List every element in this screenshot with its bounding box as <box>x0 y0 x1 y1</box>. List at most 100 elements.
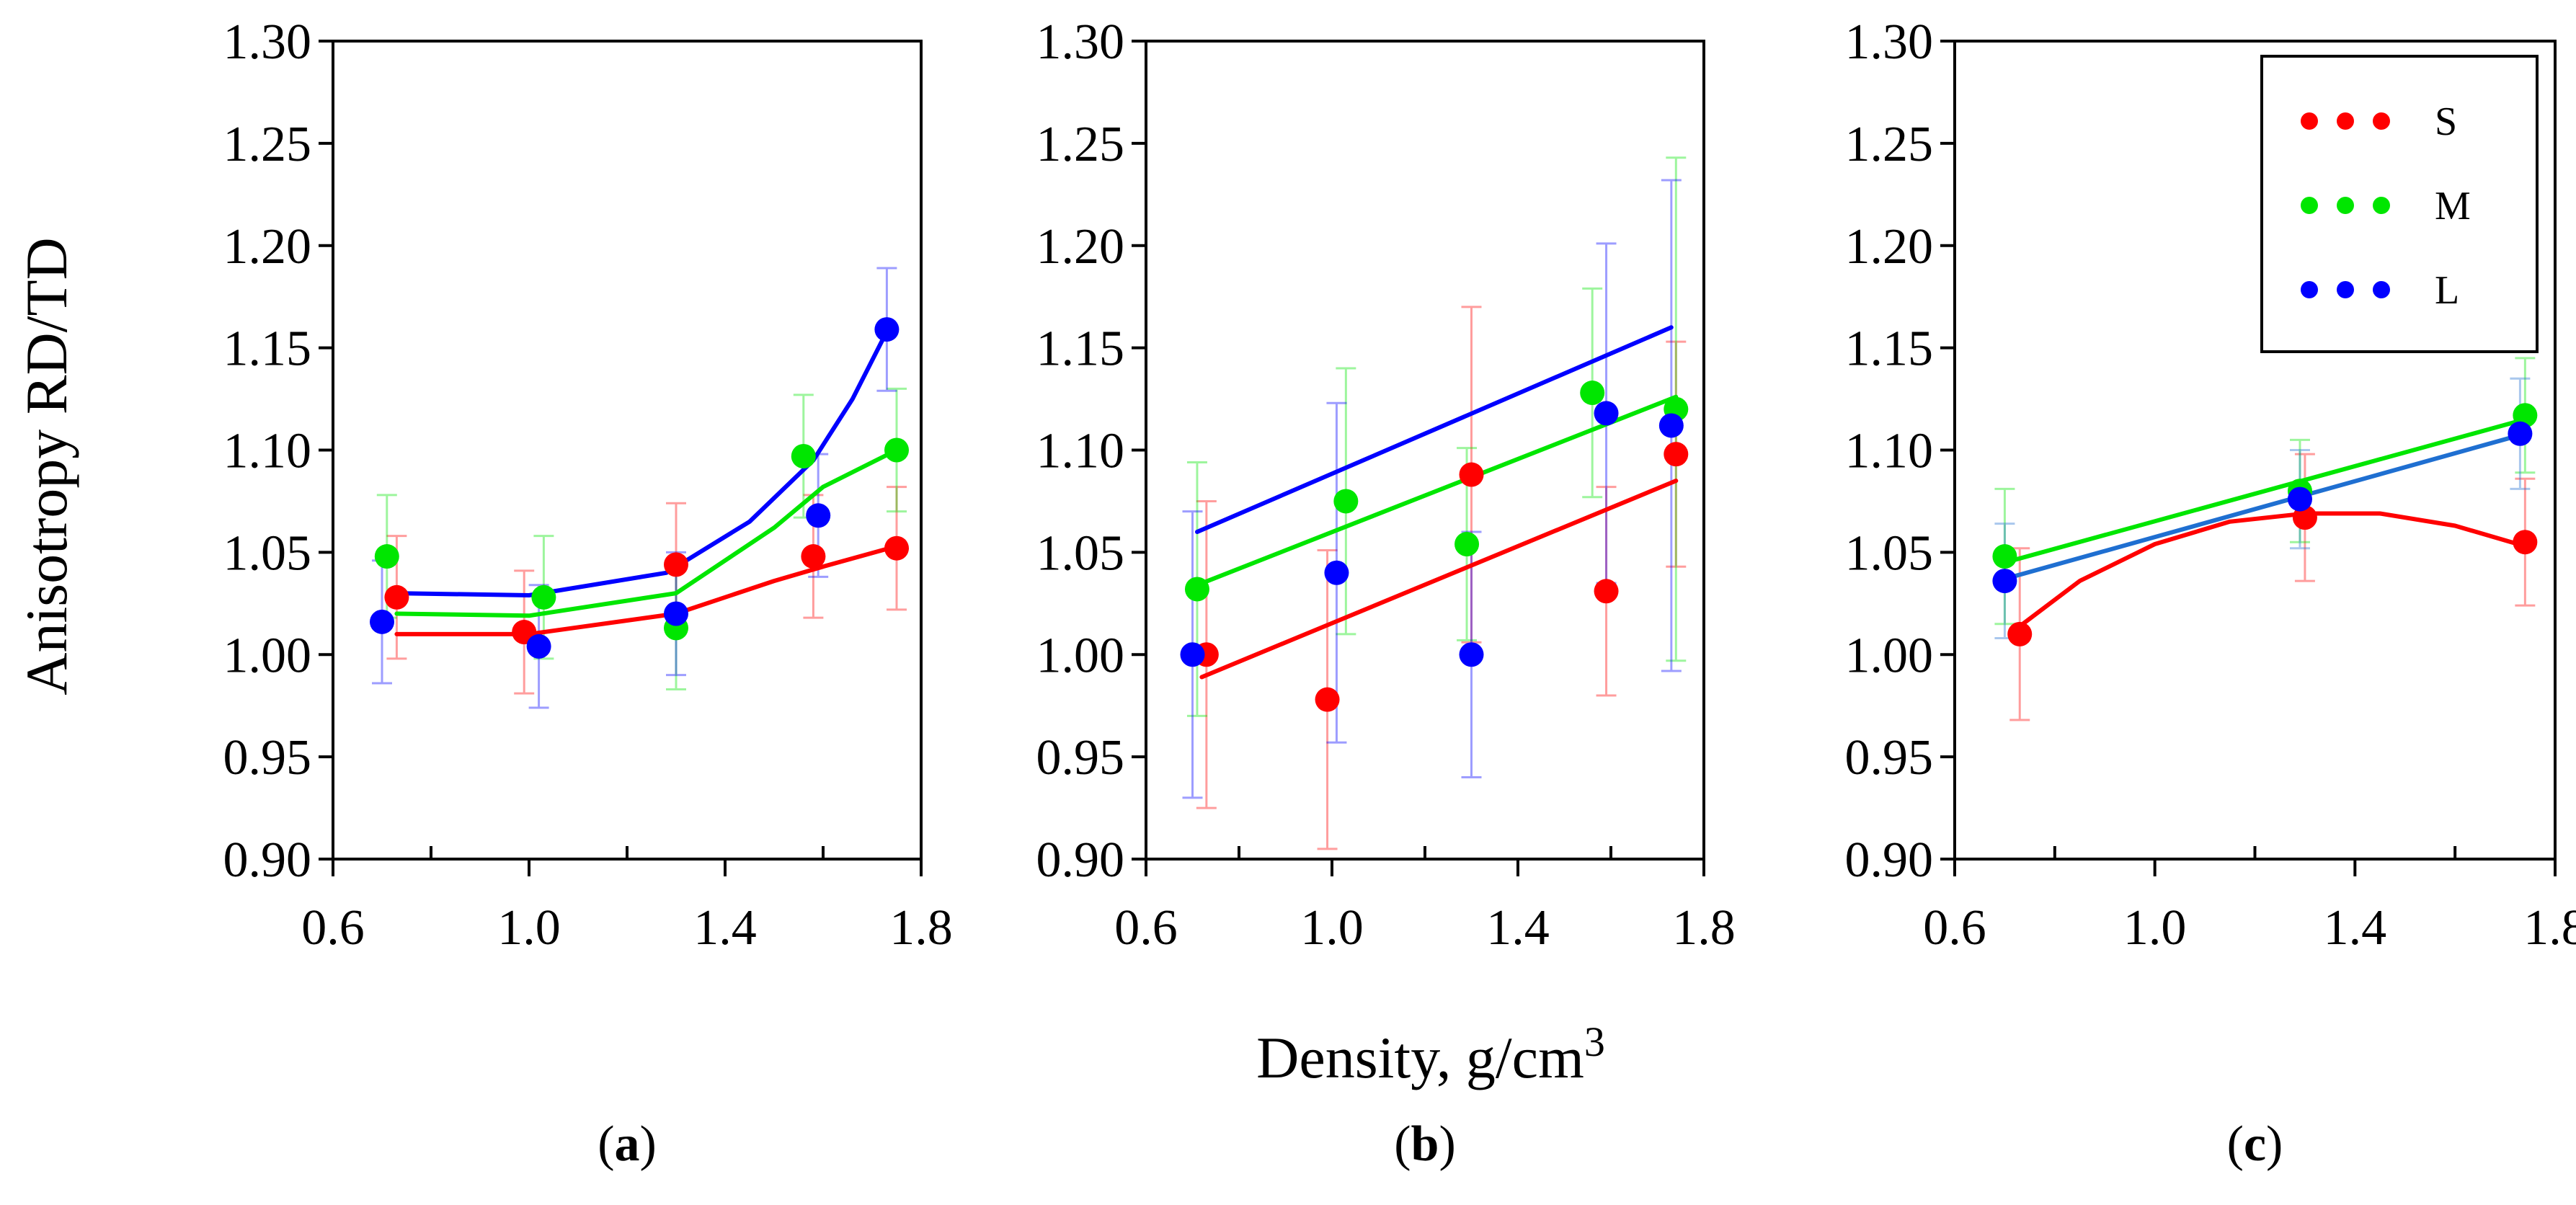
y-tick-label: 1.25 <box>1845 117 1934 172</box>
y-tick-label: 1.25 <box>223 117 312 172</box>
legend-marker-S <box>2337 112 2354 130</box>
y-tick-label: 1.15 <box>1845 321 1934 377</box>
legend-label-M: M <box>2435 184 2471 228</box>
y-tick-label: 1.00 <box>1845 628 1934 683</box>
data-point-L <box>1658 413 1684 438</box>
y-tick-label: 1.20 <box>1845 219 1934 275</box>
panel-a: 0.90 0.95 1.00 1.05 1.10 1.15 1.20 1.25 1.30 0.6 1… <box>223 14 953 1172</box>
legend-marker-S <box>2301 112 2318 130</box>
legend-label-S: S <box>2435 99 2457 144</box>
fit-line-M <box>2002 417 2528 565</box>
legend-marker-M <box>2373 197 2390 214</box>
data-point-L <box>1324 560 1349 585</box>
y-tick-label: 0.95 <box>1845 730 1934 786</box>
fit-line-L <box>394 329 889 597</box>
y-tick-label: 1.15 <box>1036 321 1125 377</box>
y-tick-label: 1.05 <box>1845 525 1934 581</box>
y-tick-label: 1.00 <box>223 628 312 683</box>
x-tick-label: 1.0 <box>497 900 561 956</box>
x-tick-label: 1.8 <box>889 900 953 956</box>
x-tick-label: 0.6 <box>301 900 365 956</box>
data-point-L <box>370 609 394 634</box>
data-point-S <box>2007 621 2033 646</box>
data-point-S <box>1664 442 1689 467</box>
panel-label: (c) <box>2227 1116 2283 1172</box>
panel-label: (b) <box>1394 1116 1456 1172</box>
x-tick-label: 1.0 <box>2123 900 2187 956</box>
legend-marker-L <box>2373 281 2390 298</box>
data-point-M <box>531 584 556 610</box>
data-point-S <box>1459 462 1484 487</box>
plot-frame <box>332 40 923 861</box>
data-point-M <box>2513 403 2538 428</box>
data-point-L <box>2508 421 2533 446</box>
legend-marker-L <box>2301 281 2318 298</box>
y-tick-label: 1.20 <box>223 219 312 275</box>
x-tick-label: 0.6 <box>1923 900 1986 956</box>
panel-b: 0.90 0.95 1.00 1.05 1.10 1.15 1.20 1.25 1.30 0.6 1… <box>1036 14 1736 1172</box>
data-point-L <box>874 317 900 342</box>
data-point-L <box>806 503 831 528</box>
data-point-M <box>1333 489 1359 514</box>
y-tick-label: 0.95 <box>1036 730 1125 786</box>
y-tick-label: 1.30 <box>1845 14 1934 70</box>
legend-marker-M <box>2337 197 2354 214</box>
data-point-L <box>664 601 688 626</box>
y-tick-label: 0.90 <box>223 832 312 888</box>
x-tick-label: 1.8 <box>1672 900 1736 956</box>
data-point-M <box>374 544 399 569</box>
x-axis-title: Density, g/cm3 <box>1256 1018 1605 1090</box>
y-tick-label: 1.10 <box>1036 424 1125 479</box>
data-point-S <box>2292 505 2317 530</box>
data-point-M <box>1992 544 2017 569</box>
data-point-S <box>384 584 409 610</box>
x-tick-label: 1.4 <box>2324 900 2387 956</box>
y-tick-label: 0.95 <box>223 730 312 786</box>
data-point-S <box>884 535 909 561</box>
y-tick-label: 1.10 <box>223 424 312 479</box>
y-tick-label: 1.20 <box>1036 219 1125 275</box>
y-tick-label: 0.90 <box>1036 832 1125 888</box>
data-point-L <box>526 633 551 659</box>
x-axis-title-main: Density, g/cm <box>1256 1025 1584 1090</box>
x-tick-label: 1.0 <box>1300 900 1364 956</box>
data-point-M <box>791 444 816 469</box>
data-point-S <box>2513 530 2538 555</box>
y-tick-label: 1.05 <box>1036 525 1125 581</box>
y-tick-label: 1.10 <box>1845 424 1934 479</box>
data-point-S <box>664 552 688 577</box>
x-tick-label: 1.8 <box>2523 900 2576 956</box>
legend: SML <box>2260 55 2539 353</box>
y-tick-label: 1.25 <box>1036 117 1125 172</box>
panel-label: (a) <box>598 1116 657 1172</box>
plot-frame <box>1145 40 1705 861</box>
panel-c: 0.90 0.95 1.00 1.05 1.10 1.15 1.20 1.25 1.30 0.6 1… <box>1845 14 2576 1172</box>
data-point-S <box>1315 687 1340 712</box>
data-point-L <box>1180 642 1205 667</box>
fit-line-M <box>394 448 899 618</box>
fit-line-S <box>2012 511 2528 633</box>
data-point-L <box>2287 486 2312 512</box>
legend-marker-M <box>2301 197 2318 214</box>
data-point-S <box>801 544 826 569</box>
y-tick-label: 0.90 <box>1845 832 1934 888</box>
x-tick-label: 1.4 <box>1486 900 1550 956</box>
x-axis-title-superscript: 3 <box>1584 1018 1605 1065</box>
data-point-L <box>1459 642 1484 667</box>
data-point-M <box>1454 532 1480 557</box>
y-tick-label: 1.30 <box>1036 14 1125 70</box>
data-point-M <box>884 437 909 463</box>
data-point-L <box>1594 401 1619 426</box>
fit-line-L <box>1195 325 1674 534</box>
fit-line-L <box>2002 431 2528 582</box>
y-axis-title: Anisotropy RD/TD <box>14 237 79 695</box>
x-tick-label: 1.4 <box>693 900 757 956</box>
y-tick-label: 1.05 <box>223 525 312 581</box>
x-tick-label: 0.6 <box>1114 900 1178 956</box>
data-point-M <box>1184 577 1209 602</box>
data-point-L <box>1992 569 2017 594</box>
fit-line-S <box>1199 479 1679 680</box>
data-point-S <box>1594 579 1619 604</box>
data-point-M <box>1580 381 1605 406</box>
